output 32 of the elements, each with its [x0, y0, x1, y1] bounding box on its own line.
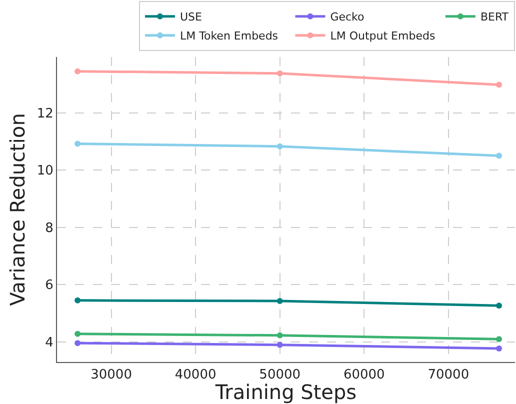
point [74, 68, 81, 74]
legend-label: USE [180, 10, 202, 24]
point [74, 297, 81, 304]
legend-label: LM Token Embeds [180, 30, 278, 43]
x-tick-label: 70000 [428, 368, 470, 383]
point [276, 332, 283, 338]
point [496, 346, 502, 352]
x-tick-label: 50000 [259, 368, 301, 383]
point [496, 336, 502, 342]
y-tick-label: 12 [36, 106, 54, 122]
point [496, 302, 502, 309]
legend-label: BERT [480, 10, 509, 24]
x-tick-label: 40000 [174, 368, 216, 383]
point [74, 140, 81, 147]
point [496, 152, 502, 159]
point [276, 298, 283, 304]
y-tick-label: 8 [45, 220, 54, 236]
point [276, 70, 283, 76]
x-tick-label: 60000 [343, 368, 385, 383]
x-axis-title: Training Steps [214, 380, 357, 404]
y-tick-label: 4 [45, 336, 54, 350]
y-tick-label: 6 [45, 278, 54, 294]
x-tick-label: 30000 [90, 368, 132, 383]
legend-label: LM Output Embeds [330, 30, 436, 43]
point [276, 143, 283, 150]
y-tick-label: 10 [36, 164, 54, 179]
legend-label: Gecko [330, 10, 365, 24]
point [276, 342, 283, 348]
point [74, 330, 81, 337]
y-axis-title: Variance Reduction [5, 113, 30, 306]
point [74, 340, 81, 346]
point [496, 82, 502, 88]
